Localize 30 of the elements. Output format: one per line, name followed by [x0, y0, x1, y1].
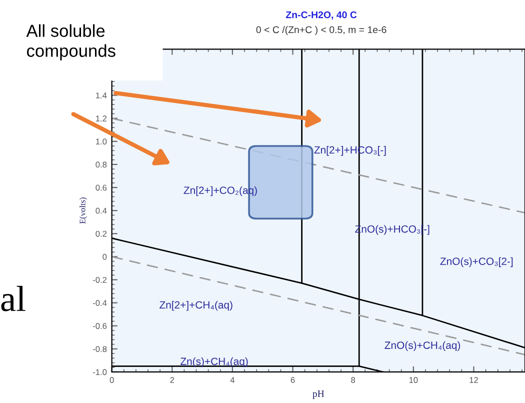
y-tick-label: 1.4: [96, 92, 107, 98]
chart-title: Zn-C-H2O, 40 C: [286, 11, 357, 20]
text: al: [1, 286, 26, 312]
x-tick-label: 6: [290, 377, 295, 383]
x-tick-label: 0: [110, 377, 114, 383]
annotation: Zn[2+]+CH₄(aq): [160, 300, 232, 311]
y-tick-label: -0.6: [92, 323, 107, 329]
annotation: ZnO(s)+CO₃[2-]: [440, 257, 513, 268]
y-tick-label: -0.2: [92, 276, 107, 283]
x-tick-label: 4: [230, 377, 235, 383]
y-tick-label: 1.2: [96, 116, 107, 122]
x-tick-label: 12: [470, 377, 478, 383]
annotation: ZnO(s)+CH₄(aq): [384, 341, 460, 351]
y-tick-label: 1.0: [96, 138, 107, 144]
x-axis-title: pH: [312, 390, 324, 399]
y-tick-label: 0.8: [96, 162, 107, 168]
y-tick-label: 0.4: [96, 208, 107, 214]
y-tick-label: 0.2: [96, 230, 107, 237]
annotation: Zn(s)+CH₄(aq): [180, 357, 248, 368]
x-tick-label: 2: [170, 377, 174, 383]
y-tick-label: 0.6: [96, 184, 107, 191]
y-tick-label: -0.4: [92, 300, 107, 306]
x-tick-label: 8: [351, 377, 356, 383]
y-axis-title: E(volts): [79, 198, 88, 224]
annotation: All soluble compounds: [26, 24, 116, 60]
y-tick-label: 0: [102, 254, 107, 260]
x-tick-label: 10: [409, 377, 418, 383]
y-tick-label: -1.0: [92, 369, 107, 376]
chart-subtitle: 0 < C /(Zn+C ) < 0.5, m = 1e-6: [256, 26, 386, 36]
y-tick-label: -0.8: [92, 346, 107, 352]
